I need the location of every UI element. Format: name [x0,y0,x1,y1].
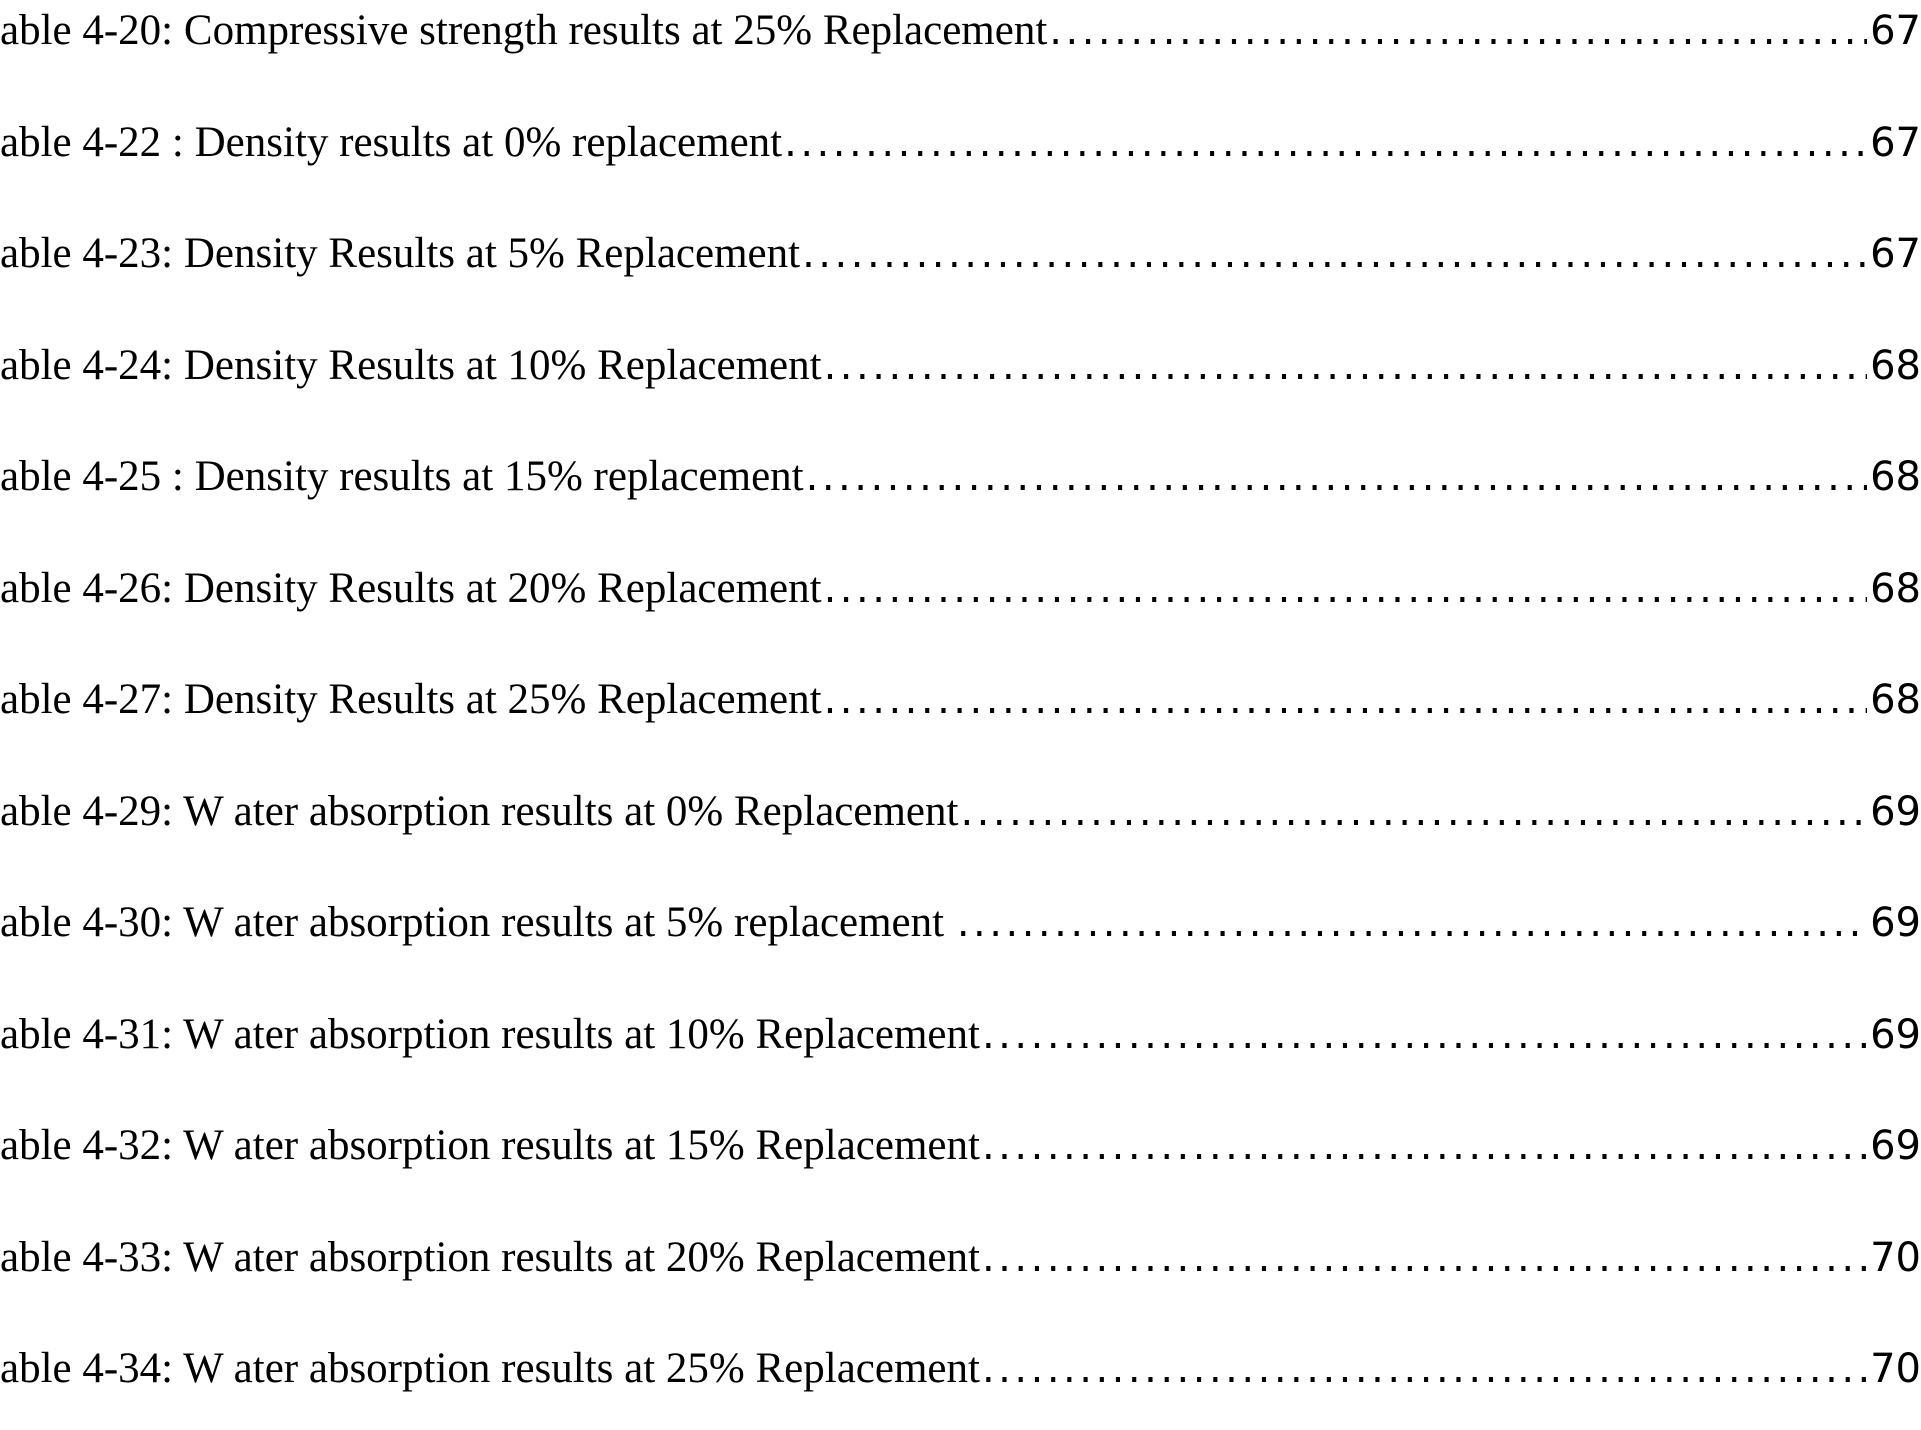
toc-entry[interactable]: able 4-22 : Density results at 0% replac… [0,119,1921,231]
toc-entry-label: able 4-23: Density Results at 5% Replace… [0,230,801,277]
toc-entry[interactable]: able 4-31: W ater absorption results at … [0,1011,1921,1123]
toc-entry-label: able 4-20: Compressive strength results … [0,7,1048,54]
toc-entry-label: able 4-27: Density Results at 25% Replac… [0,676,822,723]
toc-entry-page-number: 68 [1870,342,1921,389]
dot-leader: ........................................… [981,1123,1868,1169]
toc-entry[interactable]: able 4-26: Density Results at 20% Replac… [0,565,1921,677]
toc-entry-page-number: 67 [1870,231,1921,277]
toc-entry[interactable]: able 4-34: W ater absorption results at … [0,1345,1921,1430]
dot-leader: ........................................… [823,677,1868,723]
toc-entry-label: able 4-30: W ater absorption results at … [0,899,955,946]
toc-entry-page-number: 67 [1870,119,1921,166]
dot-leader: ........................................… [960,788,1868,835]
dot-leader: ........................................… [823,342,1868,389]
toc-entry-page-number: 68 [1870,565,1921,612]
toc-entry[interactable]: able 4-24: Density Results at 10% Replac… [0,342,1921,454]
toc-entry-page-number: 69 [1870,900,1921,946]
toc-entry-page-number: 70 [1870,1346,1921,1392]
toc-entry[interactable]: able 4-30: W ater absorption results at … [0,899,1921,1011]
toc-entry[interactable]: able 4-27: Density Results at 25% Replac… [0,676,1921,788]
toc-entry-label: able 4-25 : Density results at 15% repla… [0,453,804,500]
dot-leader: ........................................… [784,119,1867,166]
toc-entry-page-number: 68 [1870,454,1921,500]
toc-entry[interactable]: able 4-33: W ater absorption results at … [0,1234,1921,1346]
dot-leader: ........................................… [805,454,1867,500]
toc-entry[interactable]: able 4-23: Density Results at 5% Replace… [0,230,1921,342]
toc-entry-label: able 4-22 : Density results at 0% replac… [0,118,783,166]
dot-leader: ........................................… [981,1011,1868,1058]
toc-entry-page-number: 67 [1870,8,1921,54]
toc-entry-label: able 4-33: W ater absorption results at … [0,1233,980,1281]
toc-entry-label: able 4-26: Density Results at 20% Replac… [0,564,822,612]
dot-leader: ........................................… [956,900,1867,946]
toc-entry-page-number: 69 [1870,1011,1921,1058]
toc-entry[interactable]: able 4-25 : Density results at 15% repla… [0,453,1921,565]
dot-leader: ........................................… [823,565,1868,612]
toc-entry-page-number: 69 [1870,1123,1921,1169]
toc-entry[interactable]: able 4-29: W ater absorption results at … [0,788,1921,900]
toc-entry-label: able 4-24: Density Results at 10% Replac… [0,341,822,389]
toc-entry-label: able 4-29: W ater absorption results at … [0,787,959,835]
dot-leader: ........................................… [802,231,1867,277]
dot-leader: ........................................… [1049,8,1867,54]
dot-leader: ........................................… [981,1234,1868,1281]
toc-entry-page-number: 68 [1870,677,1921,723]
toc-entry[interactable]: able 4-20: Compressive strength results … [0,7,1921,119]
toc-entry[interactable]: able 4-32: W ater absorption results at … [0,1122,1921,1234]
toc-entry-page-number: 70 [1870,1234,1921,1281]
toc-entry-page-number: 69 [1870,788,1921,835]
table-of-contents-list: able 4-20: Compressive strength results … [0,7,1921,1430]
toc-entry-label: able 4-34: W ater absorption results at … [0,1345,980,1392]
dot-leader: ........................................… [981,1346,1868,1392]
toc-entry-label: able 4-32: W ater absorption results at … [0,1122,980,1169]
toc-entry-label: able 4-31: W ater absorption results at … [0,1010,980,1058]
